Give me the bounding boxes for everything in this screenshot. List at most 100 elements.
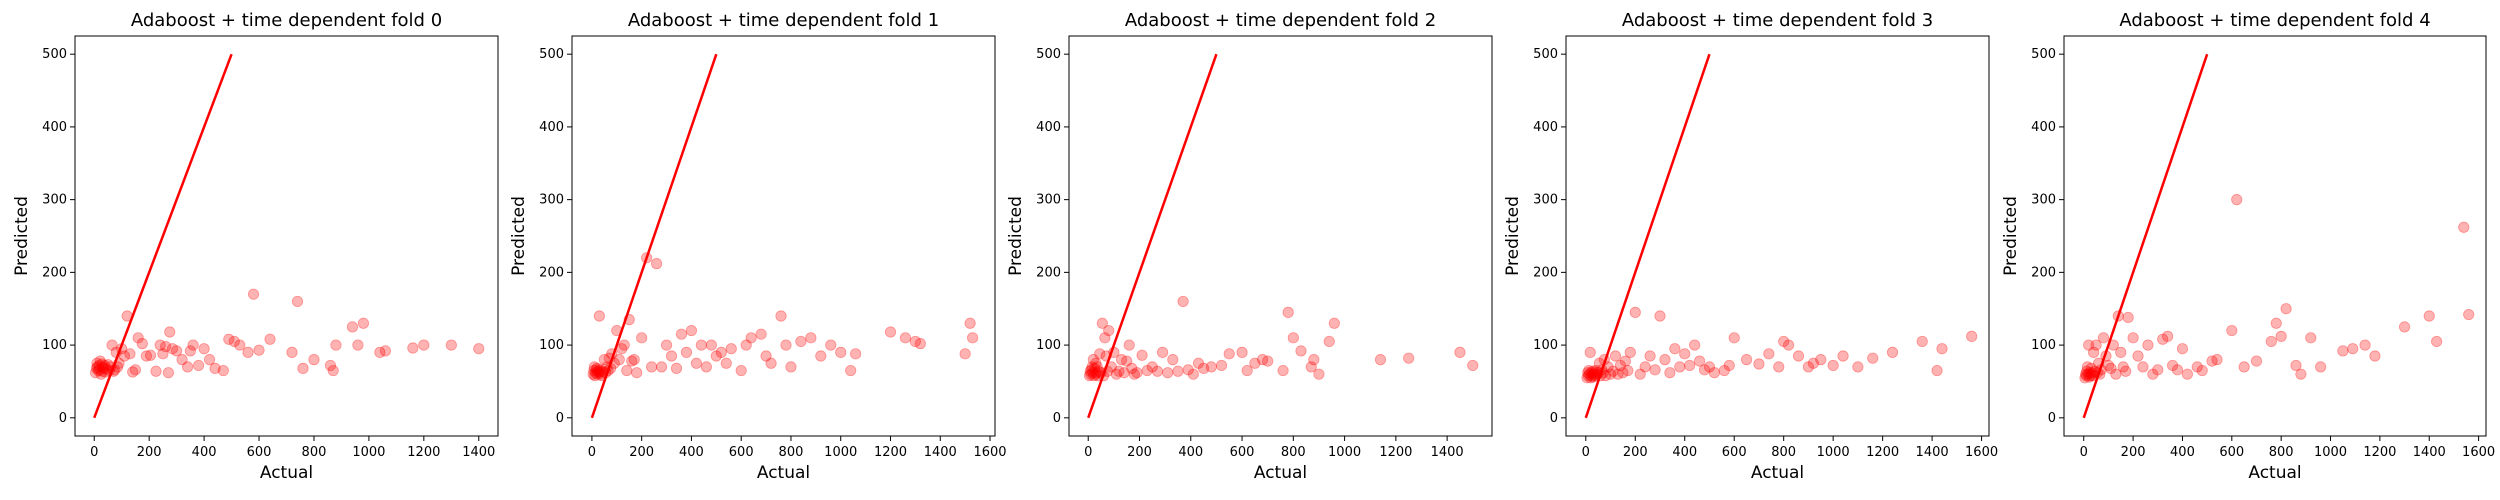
scatter-point: [187, 339, 199, 351]
scatter-point: [591, 362, 603, 374]
scatter-point: [91, 361, 104, 373]
y-tick-label: 300: [42, 193, 67, 208]
scatter-point: [1099, 332, 1111, 344]
scatter-point: [379, 345, 391, 357]
scatter-point: [760, 350, 772, 362]
scatter-point: [352, 339, 364, 351]
scatter-point: [1308, 354, 1320, 366]
scatter-point: [182, 361, 194, 373]
y-tick-label: 300: [2031, 193, 2056, 208]
scatter-point: [1703, 361, 1716, 373]
scatter-point: [590, 364, 602, 376]
scatter-point: [2086, 368, 2098, 380]
x-tick-label: 800: [1281, 445, 1306, 460]
scatter-point: [1936, 343, 1948, 355]
scatter-point: [670, 362, 683, 374]
scatter-point: [636, 332, 648, 344]
scatter-point: [594, 364, 606, 376]
scatter-point: [247, 288, 260, 300]
chart-panel-4: Adaboost + time dependent fold 4 0 200 400 6…: [2001, 10, 2495, 483]
y-axis-label: Predicted: [1006, 196, 1026, 276]
scatter-point: [1634, 368, 1646, 380]
x-axis-label: Actual: [1254, 463, 1307, 483]
scatter-point: [1083, 370, 1096, 382]
scatter-point: [1085, 364, 1097, 376]
scatter-point: [1091, 361, 1103, 373]
scatter-point: [1454, 346, 1466, 358]
scatter-point: [795, 335, 807, 348]
scatter-point: [297, 362, 309, 374]
scatter-point: [589, 370, 601, 382]
scatter-point: [765, 357, 777, 369]
scatter-point: [1674, 361, 1686, 373]
scatter-point: [223, 333, 235, 345]
scatter-point: [1403, 352, 1415, 364]
scatter-point: [1131, 367, 1143, 379]
scatter-point: [1089, 368, 1102, 380]
scatter-point: [1090, 367, 1103, 379]
scatter-point: [1931, 364, 1943, 377]
scatter-point: [1277, 364, 1289, 377]
x-tick-label: 0: [90, 445, 98, 460]
plot-area: [1068, 35, 1493, 437]
scatter-point: [1624, 346, 1636, 358]
scatter-point: [914, 338, 926, 350]
x-tick-label: 600: [1722, 445, 1747, 460]
x-tick-label: 1200: [874, 445, 907, 460]
scatter-point: [308, 354, 320, 366]
scatter-point: [1262, 355, 1274, 367]
scatter-point: [2157, 333, 2169, 345]
scatter-point: [1585, 372, 1597, 384]
scatter-point: [650, 258, 663, 270]
scatter-point: [1215, 359, 1228, 372]
scatter-point: [680, 346, 693, 358]
scatter-point: [203, 354, 216, 366]
scatter-point: [1090, 357, 1102, 369]
scatter-point: [1151, 365, 1164, 377]
scatter-point: [2117, 361, 2129, 373]
scatter-point: [1612, 368, 1624, 380]
scatter-point: [2431, 335, 2443, 348]
scatter-point: [1282, 306, 1294, 318]
plot-area: [2063, 35, 2487, 437]
scatter-point: [884, 326, 897, 338]
x-tick-label: 1400: [924, 445, 957, 460]
x-tick-label: 1000: [1817, 445, 1850, 460]
x-axis-label: Actual: [757, 463, 810, 483]
scatter-point: [1087, 354, 1099, 366]
data-layer: [587, 53, 979, 419]
scatter-point: [1614, 359, 1627, 372]
scatter-point: [2176, 343, 2189, 355]
scatter-point: [242, 346, 254, 358]
y-tick-label: 0: [556, 411, 564, 426]
y-tick-label: 100: [1533, 338, 1558, 353]
scatter-point: [1778, 335, 1790, 348]
identity-line: [590, 53, 718, 419]
scatter-point: [2084, 367, 2096, 379]
scatter-point: [2088, 346, 2100, 358]
x-tick-label: 1000: [824, 445, 857, 460]
data-layer: [1581, 53, 1978, 419]
scatter-point: [825, 339, 837, 351]
scatter-point: [1584, 346, 1596, 358]
scatter-point: [2359, 339, 2371, 351]
scatter-point: [1094, 348, 1106, 360]
scatter-point: [1585, 367, 1597, 379]
scatter-point: [2275, 330, 2287, 342]
y-tick-label: 200: [42, 265, 67, 280]
x-tick-label: 200: [137, 445, 162, 460]
scatter-point: [2147, 368, 2159, 380]
y-tick-label: 100: [42, 338, 67, 353]
scatter-point: [2162, 330, 2174, 342]
plot-area: [74, 35, 499, 437]
scatter-point: [2171, 364, 2184, 376]
y-axis-label: Predicted: [2001, 196, 2021, 276]
scatter-point: [2097, 332, 2110, 344]
x-tick-label: 0: [2080, 445, 2088, 460]
scatter-point: [591, 368, 603, 380]
chart-title: Adaboost + time dependent fold 4: [2119, 10, 2430, 31]
scatter-point: [1305, 361, 1317, 373]
scatter-point: [124, 348, 136, 360]
scatter-point: [374, 346, 386, 358]
scatter-point: [2315, 361, 2327, 373]
